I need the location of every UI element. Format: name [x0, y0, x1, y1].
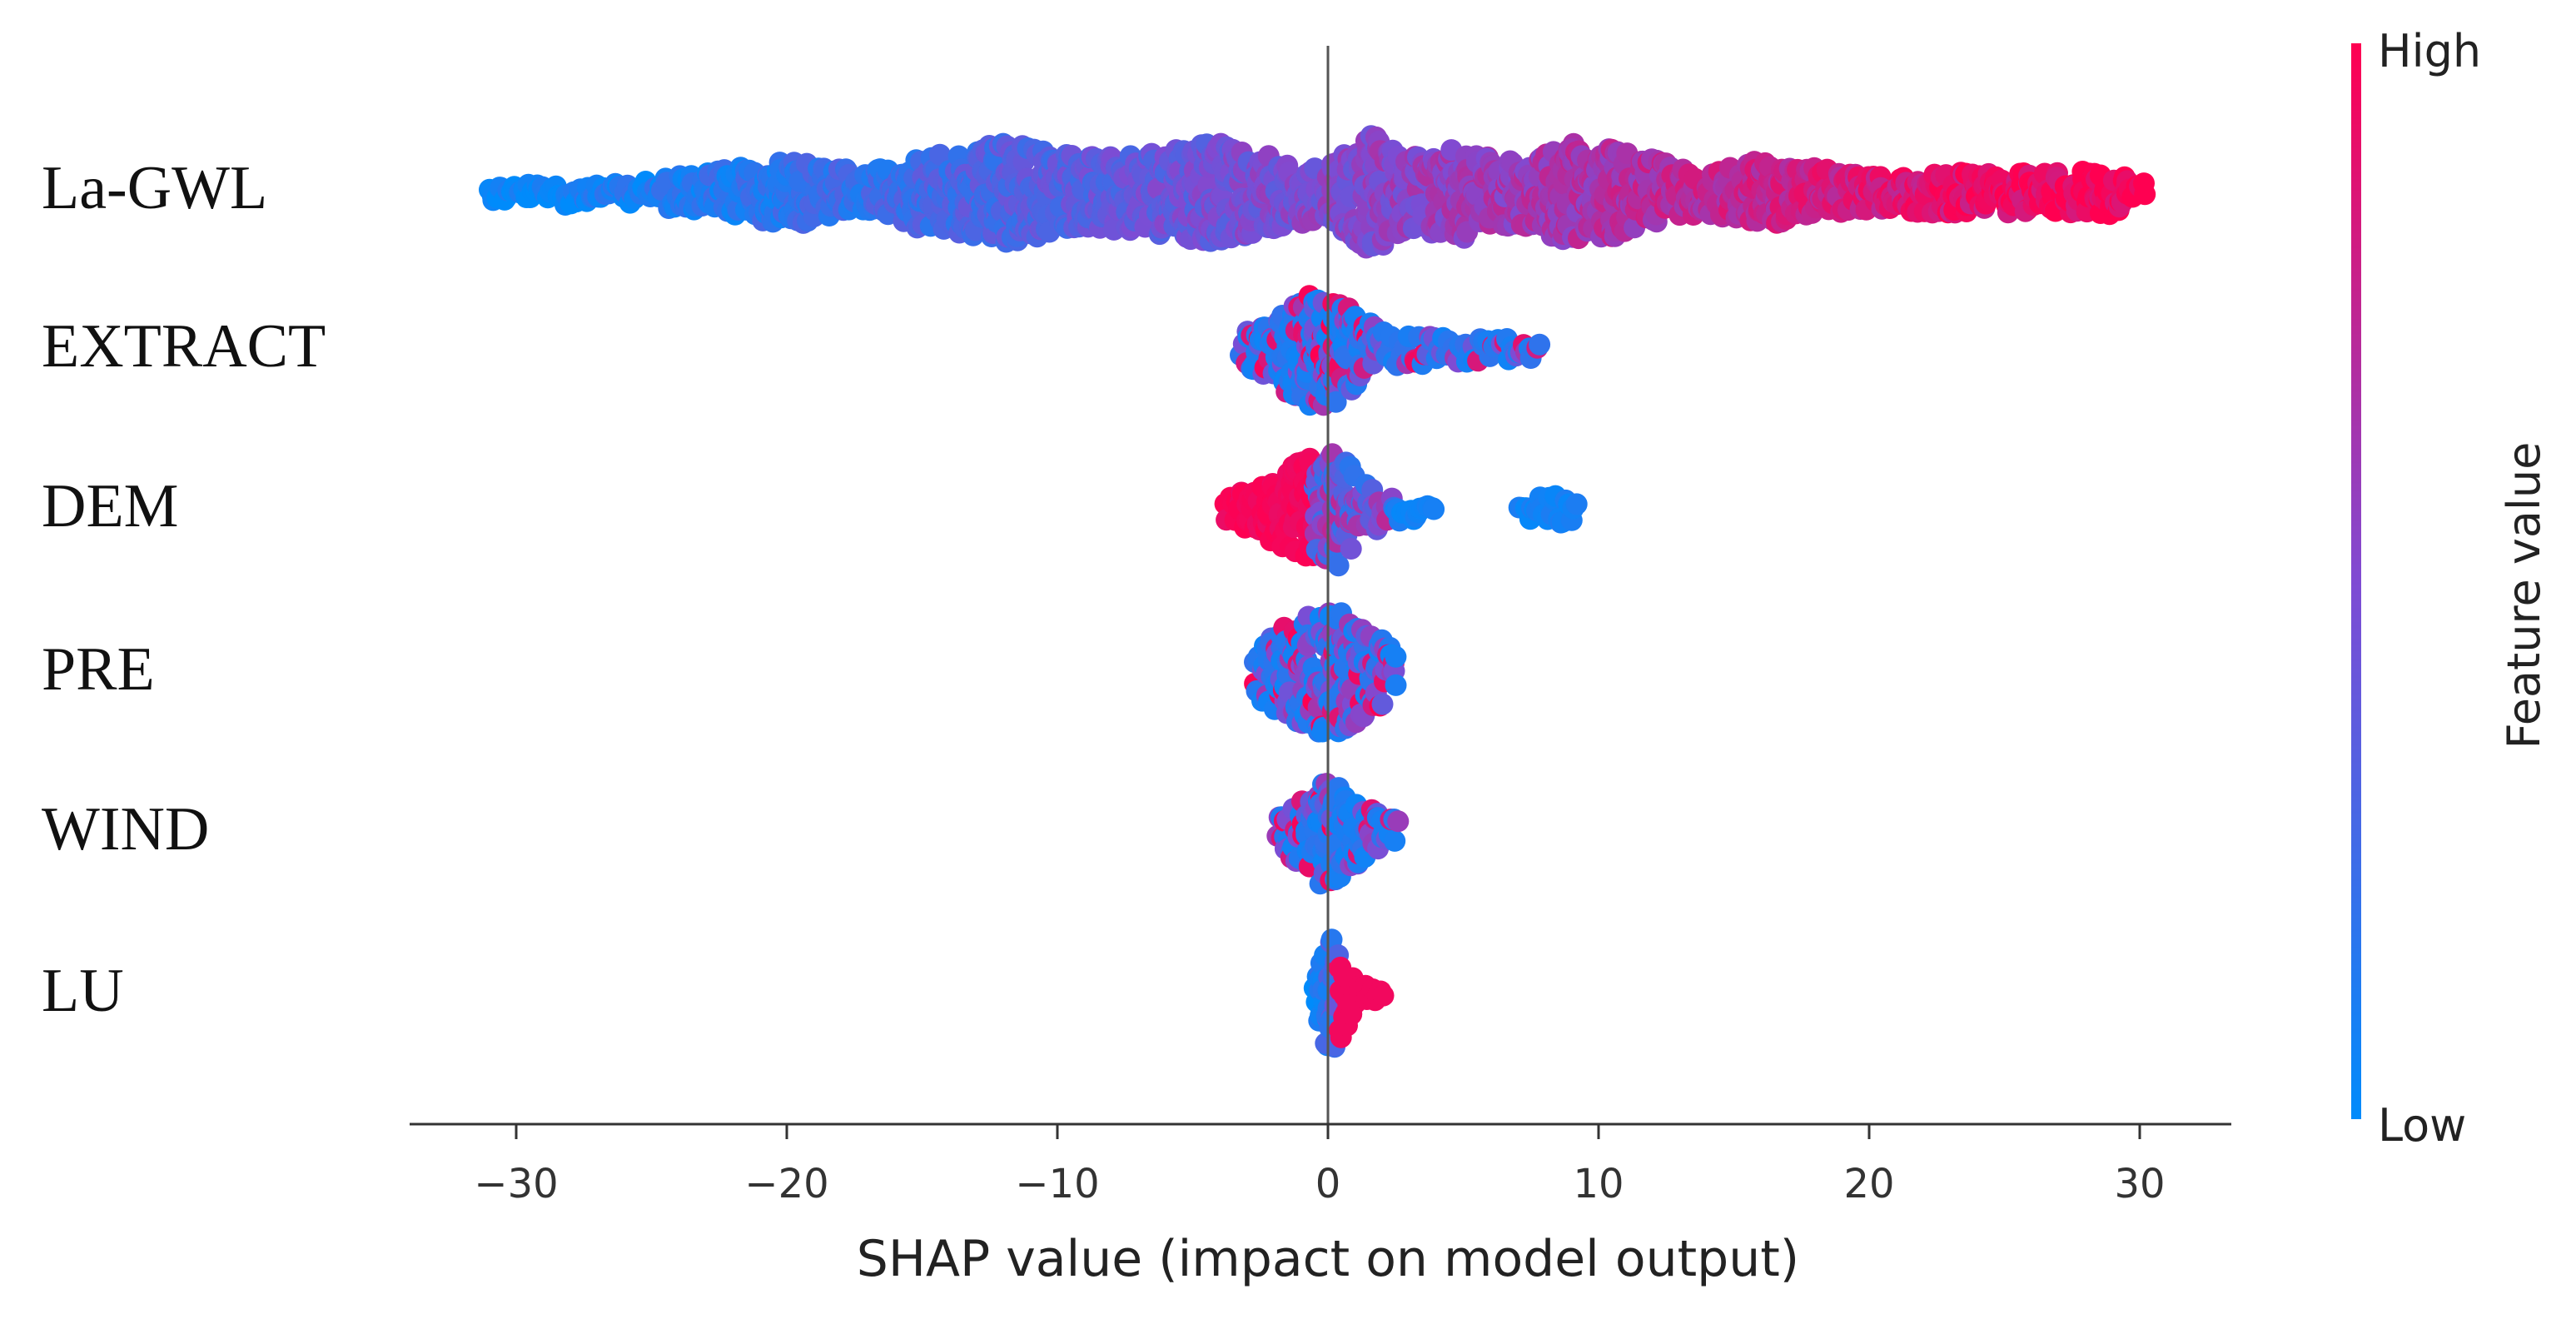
shap-point — [1385, 674, 1407, 696]
feature-label: La-GWL — [42, 154, 267, 222]
colorbar-high-label: High — [2378, 25, 2481, 77]
feature-label: LU — [42, 957, 124, 1025]
x-tick-label: 20 — [1843, 1161, 1894, 1207]
colorbar-title: Feature value — [2498, 442, 2550, 749]
shap-point — [1423, 498, 1445, 520]
x-tick-label: −30 — [474, 1161, 558, 1207]
shap-point — [2134, 183, 2156, 206]
feature-labels: La-GWL EXTRACT DEM PRE WIND LU — [42, 154, 326, 1025]
colorbar — [2351, 43, 2361, 1119]
shap-point — [1385, 645, 1407, 668]
x-tick-label: −20 — [744, 1161, 828, 1207]
shap-point — [928, 143, 951, 166]
feature-label: DEM — [42, 472, 178, 540]
shap-point — [1325, 391, 1347, 413]
shap-point — [1384, 829, 1406, 852]
colorbar-low-label: Low — [2378, 1099, 2466, 1152]
shap-point — [1529, 333, 1551, 356]
shap-point — [1340, 538, 1362, 560]
shap-point — [1565, 493, 1588, 515]
x-tick-label: −10 — [1015, 1161, 1099, 1207]
x-tick-label: 0 — [1315, 1161, 1341, 1207]
shap-point — [1387, 810, 1410, 833]
x-tick-label: 10 — [1573, 1161, 1624, 1207]
x-axis-ticks — [515, 1124, 2141, 1139]
points-layer — [479, 125, 2156, 1058]
shap-point — [1371, 693, 1394, 715]
x-tick-label: 30 — [2114, 1161, 2165, 1207]
shap-point — [1372, 984, 1395, 1007]
feature-label: EXTRACT — [42, 312, 326, 381]
feature-label: PRE — [42, 635, 155, 704]
x-axis-title: SHAP value (impact on model output) — [857, 1230, 1799, 1288]
feature-label: WIND — [42, 795, 209, 864]
shap-point — [1327, 555, 1350, 577]
